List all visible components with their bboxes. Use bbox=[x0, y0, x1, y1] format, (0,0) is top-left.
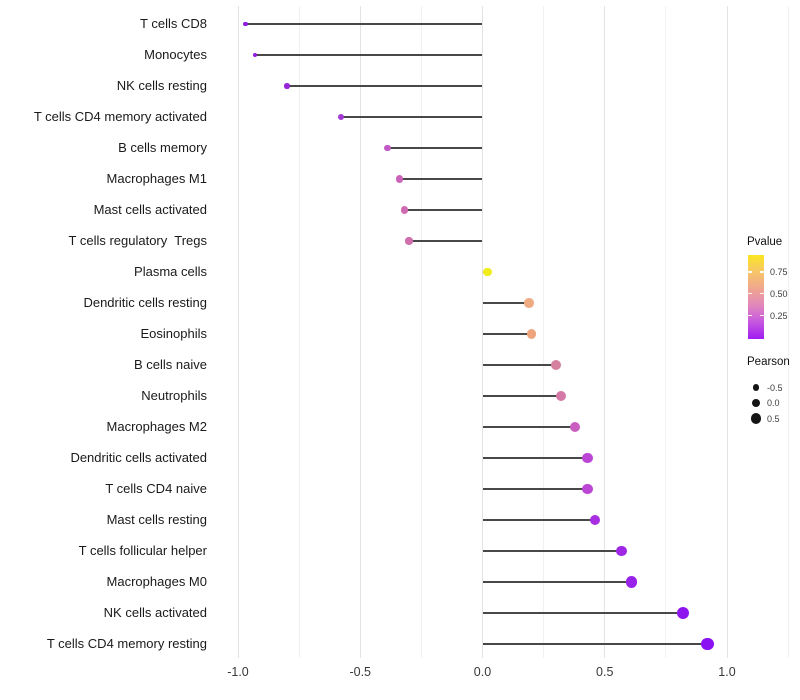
lollipop-dot bbox=[701, 637, 714, 651]
lollipop-dot bbox=[243, 21, 248, 27]
gridline bbox=[726, 6, 728, 658]
lollipop-stem bbox=[255, 54, 483, 56]
category-label: Macrophages M0 bbox=[106, 574, 207, 589]
lollipop-dot bbox=[284, 83, 290, 89]
lollipop-stem bbox=[387, 147, 483, 149]
lollipop-dot bbox=[676, 606, 689, 619]
gridline bbox=[237, 6, 239, 658]
lollipop-dot bbox=[626, 576, 638, 588]
category-label: Macrophages M2 bbox=[106, 419, 207, 434]
lollipop-stem bbox=[482, 612, 683, 614]
x-tick-label: -0.5 bbox=[349, 665, 372, 679]
x-tick-label: -1.0 bbox=[227, 665, 249, 679]
lollipop-dot bbox=[337, 113, 344, 121]
lollipop-stem bbox=[404, 209, 483, 211]
gridline bbox=[298, 6, 300, 658]
lollipop-dot bbox=[252, 52, 258, 58]
category-label: Dendritic cells activated bbox=[70, 450, 207, 465]
gridline bbox=[482, 6, 483, 658]
category-label: Neutrophils bbox=[141, 388, 207, 403]
lollipop-stem bbox=[286, 85, 483, 87]
category-label: T cells CD4 naive bbox=[105, 481, 207, 496]
colorbar-tick bbox=[748, 314, 752, 317]
pvalue-colorbar bbox=[748, 255, 764, 339]
category-label: Macrophages M1 bbox=[106, 171, 207, 186]
lollipop-stem bbox=[482, 395, 561, 397]
lollipop-dot bbox=[405, 237, 413, 245]
lollipop-stem bbox=[482, 550, 622, 552]
lollipop-dot bbox=[395, 175, 403, 183]
pearson-legend-dot bbox=[750, 413, 762, 424]
lollipop-dot bbox=[524, 298, 534, 308]
lollipop-dot bbox=[582, 483, 593, 495]
category-label: Eosinophils bbox=[140, 326, 208, 341]
gridline bbox=[420, 6, 422, 658]
lollipop-dot bbox=[616, 545, 628, 557]
lollipop-dot bbox=[570, 421, 581, 433]
category-label: T cells CD4 memory activated bbox=[33, 109, 207, 124]
gridline bbox=[787, 6, 789, 658]
lollipop-stem bbox=[482, 457, 588, 459]
lollipop-dot bbox=[555, 391, 566, 401]
category-label: T cells follicular helper bbox=[78, 543, 207, 558]
colorbar-tick bbox=[760, 271, 764, 273]
category-label: Monocytes bbox=[144, 47, 207, 62]
gridline bbox=[665, 6, 667, 658]
colorbar-tick-label: 0.75 bbox=[770, 267, 788, 277]
x-tick-label: 1.0 bbox=[718, 665, 736, 679]
category-label: T cells CD8 bbox=[140, 16, 207, 31]
category-label: B cells naive bbox=[134, 357, 207, 372]
lollipop-dot bbox=[400, 206, 408, 214]
gridline bbox=[359, 6, 361, 658]
pearson-legend-dot bbox=[751, 398, 761, 408]
category-label: T cells CD4 memory resting bbox=[46, 636, 207, 651]
colorbar-tick bbox=[760, 314, 764, 317]
lollipop-stem bbox=[482, 333, 532, 335]
lollipop-dot bbox=[483, 267, 492, 277]
lollipop-stem bbox=[340, 116, 483, 118]
gridline bbox=[543, 6, 545, 658]
lollipop-stem bbox=[482, 519, 595, 521]
lollipop-dot bbox=[526, 329, 537, 339]
pearson-legend-label: -0.5 bbox=[767, 382, 783, 393]
colorbar-tick bbox=[748, 271, 752, 273]
lollipop-dot bbox=[383, 144, 391, 152]
category-label: B cells memory bbox=[118, 140, 207, 155]
lollipop-dot bbox=[550, 360, 561, 370]
pearson-legend-label: 0.5 bbox=[767, 413, 780, 424]
lollipop-stem bbox=[482, 302, 529, 304]
category-label: Mast cells resting bbox=[106, 512, 207, 527]
category-label: Plasma cells bbox=[134, 264, 207, 279]
x-tick-label: 0.0 bbox=[473, 665, 492, 679]
lollipop-stem bbox=[399, 178, 483, 180]
pearson-legend-title: Pearson bbox=[747, 356, 790, 368]
colorbar-tick bbox=[760, 292, 764, 295]
lollipop-dot bbox=[582, 452, 593, 464]
category-label: Dendritic cells resting bbox=[83, 295, 207, 310]
colorbar-tick-label: 0.50 bbox=[770, 288, 788, 299]
pearson-legend-dot bbox=[752, 384, 760, 391]
x-tick-label: 0.5 bbox=[596, 665, 614, 679]
lollipop-stem bbox=[482, 488, 588, 490]
lollipop-stem bbox=[245, 23, 483, 25]
lollipop-stem bbox=[482, 364, 556, 366]
lollipop-dot bbox=[589, 514, 601, 526]
lollipop-stem bbox=[482, 643, 708, 645]
gridline bbox=[604, 6, 606, 658]
colorbar-tick bbox=[748, 292, 752, 295]
category-label: Mast cells activated bbox=[93, 202, 207, 217]
lollipop-stem bbox=[482, 581, 632, 583]
pvalue-legend-title: Pvalue bbox=[747, 236, 783, 248]
category-label: NK cells activated bbox=[103, 605, 207, 620]
category-label: T cells regulatory Tregs bbox=[68, 233, 207, 248]
lollipop-stem bbox=[409, 240, 483, 242]
category-label: NK cells resting bbox=[116, 78, 207, 93]
pearson-legend-label: 0.0 bbox=[767, 398, 780, 408]
lollipop-stem bbox=[482, 426, 576, 428]
colorbar-tick-label: 0.25 bbox=[770, 310, 788, 321]
